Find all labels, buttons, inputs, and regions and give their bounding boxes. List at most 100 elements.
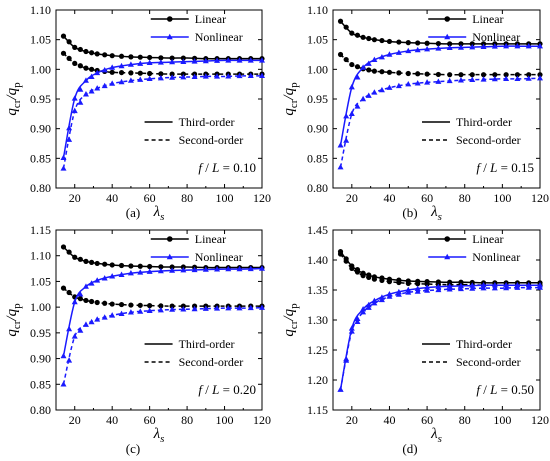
- y-tick-label: 1.15: [307, 403, 328, 417]
- data-point: [66, 249, 72, 255]
- data-point: [127, 270, 134, 276]
- data-point: [503, 282, 510, 288]
- y-tick-label: 0.95: [307, 92, 328, 106]
- data-point: [180, 55, 186, 61]
- data-point: [405, 80, 412, 87]
- series-nonlinear-second: [337, 284, 543, 392]
- data-point: [214, 73, 221, 79]
- data-point: [225, 73, 232, 79]
- data-point: [365, 92, 372, 98]
- data-point: [435, 71, 441, 78]
- data-point: [424, 284, 431, 290]
- legend-label-linear: Linear: [472, 12, 503, 26]
- y-axis-title: qcr/qp: [4, 303, 23, 337]
- data-point: [480, 43, 487, 49]
- legend-label-second: Second-order: [456, 355, 521, 369]
- y-tick-label: 0.90: [307, 122, 328, 136]
- data-point: [77, 291, 84, 297]
- data-point: [247, 304, 254, 311]
- data-point: [127, 77, 134, 83]
- x-tick-label: 20: [69, 413, 81, 427]
- data-point: [386, 293, 393, 299]
- series-linear-second: [337, 51, 543, 78]
- data-point: [337, 386, 344, 392]
- legend-label-second: Second-order: [456, 133, 521, 147]
- data-point: [378, 296, 385, 303]
- data-point: [415, 71, 421, 77]
- x-axis-title: λs: [153, 204, 165, 223]
- data-point: [88, 280, 95, 286]
- y-tick-label: 0.95: [30, 326, 51, 340]
- data-point: [118, 310, 125, 317]
- data-point: [157, 306, 164, 313]
- series-nonlinear-second: [337, 75, 543, 170]
- data-point: [66, 124, 73, 131]
- legend-label-nonlinear: Nonlinear: [472, 30, 520, 44]
- data-point: [225, 304, 232, 311]
- data-point: [71, 107, 78, 114]
- x-tick-label: 60: [144, 413, 156, 427]
- data-point: [127, 309, 134, 315]
- data-point: [146, 268, 153, 274]
- x-tick-label: 60: [144, 191, 156, 205]
- data-point: [458, 41, 464, 47]
- data-point: [337, 51, 344, 58]
- data-point: [169, 306, 176, 312]
- legend-marker-nonlinear: [444, 33, 451, 40]
- data-point: [379, 277, 385, 283]
- legend: Linear Nonlinear Third-order Second-order: [422, 232, 521, 369]
- legend-label-linear: Linear: [195, 12, 226, 26]
- data-point: [94, 316, 101, 322]
- data-point: [94, 69, 101, 76]
- data-point: [457, 282, 464, 289]
- x-tick-label: 80: [459, 191, 471, 205]
- data-point: [492, 72, 498, 78]
- data-point: [118, 53, 125, 59]
- annotation: f / L = 0.50: [476, 382, 534, 397]
- data-point: [469, 285, 476, 291]
- data-point: [169, 267, 176, 273]
- panel-b: 20 40 60 80 100 120 0.80 0.85 0.90 0.95 1.00 1.05 1.…: [281, 3, 549, 223]
- panel-label: (d): [402, 441, 417, 456]
- data-point: [343, 137, 350, 143]
- series-nonlinear-third: [60, 57, 265, 160]
- data-point: [386, 279, 393, 285]
- y-tick-label: 1.10: [30, 3, 51, 17]
- data-point: [348, 110, 355, 117]
- data-point: [169, 71, 175, 77]
- data-point: [371, 37, 377, 43]
- data-point: [214, 57, 221, 63]
- data-point: [147, 70, 153, 77]
- legend-label-nonlinear: Nonlinear: [472, 250, 520, 264]
- x-axis-title: λs: [153, 426, 165, 445]
- data-point: [378, 53, 385, 60]
- y-tick-label: 0.85: [307, 151, 328, 165]
- data-point: [169, 74, 176, 80]
- data-point: [379, 37, 385, 44]
- legend-marker-nonlinear: [166, 33, 173, 40]
- data-point: [371, 89, 378, 95]
- x-tick-label: 100: [216, 413, 234, 427]
- legend-label-third: Third-order: [456, 115, 512, 129]
- data-point: [180, 306, 187, 312]
- data-point: [435, 40, 441, 47]
- y-tick-label: 1.10: [307, 3, 328, 17]
- data-point: [514, 284, 521, 290]
- data-point: [127, 61, 134, 67]
- data-point: [77, 256, 83, 262]
- y-tick-label: 1.35: [307, 283, 328, 297]
- x-tick-label: 60: [421, 413, 433, 427]
- series-nonlinear-third: [337, 42, 543, 148]
- data-point: [514, 72, 521, 78]
- data-point: [360, 95, 367, 102]
- data-point: [109, 64, 116, 70]
- data-point: [337, 142, 344, 148]
- data-point: [77, 86, 84, 92]
- data-point: [537, 75, 543, 81]
- data-point: [379, 69, 385, 75]
- y-tick-label: 1.40: [307, 253, 328, 267]
- data-point: [525, 284, 532, 290]
- data-point: [146, 59, 153, 66]
- data-point: [180, 58, 187, 64]
- data-point: [236, 265, 243, 272]
